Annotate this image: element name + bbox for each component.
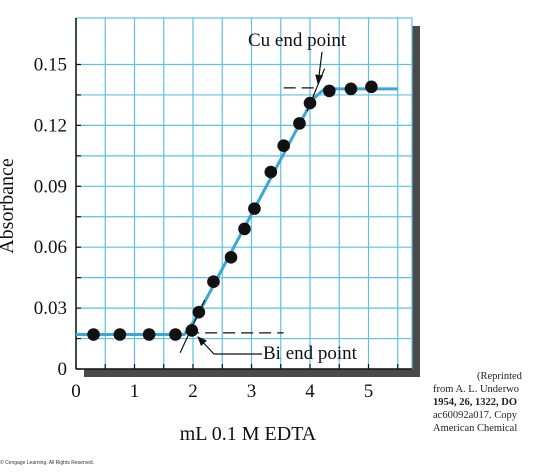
credit-line: 1954, 26, 1322, DO (433, 397, 517, 408)
copyright-notice: © Cengage Learning. All Rights Reserved. (0, 460, 95, 466)
grid (75, 17, 413, 370)
labels: mL 0.1 M EDTA Absorbance Cu end point Bi… (0, 30, 358, 445)
y-tick-label: 0.12 (34, 115, 67, 136)
data-point (185, 324, 199, 337)
credit-line: ac60092a017. Copy (433, 410, 517, 421)
cu-end-point-label: Cu end point (248, 30, 347, 51)
credit-text: (Reprinted from A. L. Underwo 1954, 26, … (433, 370, 553, 435)
cu-arrow (315, 51, 324, 85)
data-point (207, 275, 220, 289)
x-tick-label: 0 (71, 381, 81, 402)
axes (75, 18, 412, 370)
y-tick-label: 0.15 (34, 55, 67, 76)
data-point (303, 96, 317, 110)
data-point (248, 202, 261, 215)
x-tick-label: 4 (305, 381, 315, 402)
x-axis-label: mL 0.1 M EDTA (180, 423, 317, 445)
plot-area (76, 18, 412, 369)
bi-arrow (197, 336, 262, 355)
y-tick-label: 0.03 (34, 298, 67, 319)
data-point (192, 305, 206, 319)
credit-line: from A. L. Underwo (433, 384, 520, 395)
data-point (365, 80, 378, 94)
data-point (169, 328, 182, 341)
y-tick-label: 0.09 (34, 176, 67, 197)
data-point (323, 84, 336, 98)
bi-end-point-label: Bi end point (263, 343, 358, 364)
y-tick-label: 0 (58, 359, 68, 380)
y-axis-label: Absorbance (0, 158, 18, 254)
data-point (264, 165, 278, 179)
data-point (142, 328, 156, 341)
x-tick-label: 5 (364, 381, 374, 402)
data-point (344, 82, 358, 96)
data-point (277, 139, 290, 152)
data-points (87, 80, 378, 341)
x-tick-label: 1 (130, 381, 140, 402)
x-tick-label: 3 (247, 381, 257, 402)
x-tick-label: 2 (188, 381, 198, 402)
data-point (238, 222, 251, 236)
data-point (224, 251, 238, 264)
credit-line: (Reprinted (477, 371, 522, 382)
data-point (113, 328, 127, 341)
credit-line: American Chemical (433, 423, 518, 434)
tick-labels: 0 1 2 3 4 5 0 0.03 0.06 0.09 0.12 0.15 (34, 55, 374, 403)
data-point (87, 328, 100, 341)
data-point (293, 117, 306, 130)
y-tick-label: 0.06 (34, 237, 67, 258)
